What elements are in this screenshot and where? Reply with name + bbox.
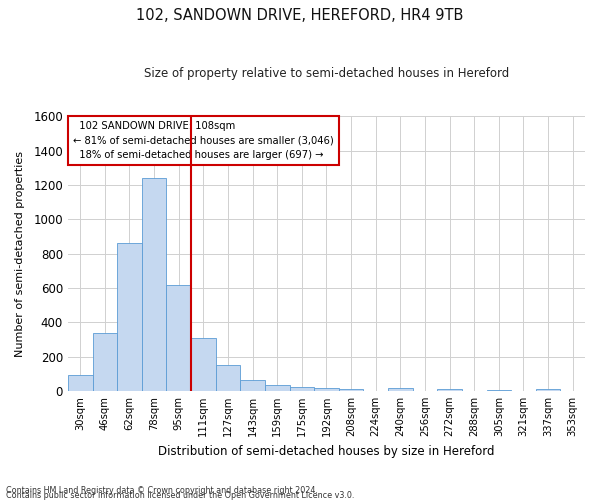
Bar [290,386,314,391]
Bar [339,389,364,391]
Title: Size of property relative to semi-detached houses in Hereford: Size of property relative to semi-detach… [144,68,509,80]
Bar [92,332,117,391]
Text: Contains public sector information licensed under the Open Government Licence v3: Contains public sector information licen… [6,491,355,500]
Bar [240,380,265,391]
X-axis label: Distribution of semi-detached houses by size in Hereford: Distribution of semi-detached houses by … [158,444,495,458]
Y-axis label: Number of semi-detached properties: Number of semi-detached properties [15,150,25,356]
Bar [314,388,339,391]
Bar [487,390,511,391]
Text: 102, SANDOWN DRIVE, HEREFORD, HR4 9TB: 102, SANDOWN DRIVE, HEREFORD, HR4 9TB [136,8,464,22]
Bar [68,376,92,391]
Bar [265,385,290,391]
Bar [166,284,191,391]
Bar [142,178,166,391]
Bar [388,388,413,391]
Bar [117,244,142,391]
Bar [215,365,240,391]
Bar [536,389,560,391]
Text: 102 SANDOWN DRIVE: 108sqm
← 81% of semi-detached houses are smaller (3,046)
  18: 102 SANDOWN DRIVE: 108sqm ← 81% of semi-… [73,120,334,160]
Bar [191,338,215,391]
Text: Contains HM Land Registry data © Crown copyright and database right 2024.: Contains HM Land Registry data © Crown c… [6,486,318,495]
Bar [437,389,462,391]
